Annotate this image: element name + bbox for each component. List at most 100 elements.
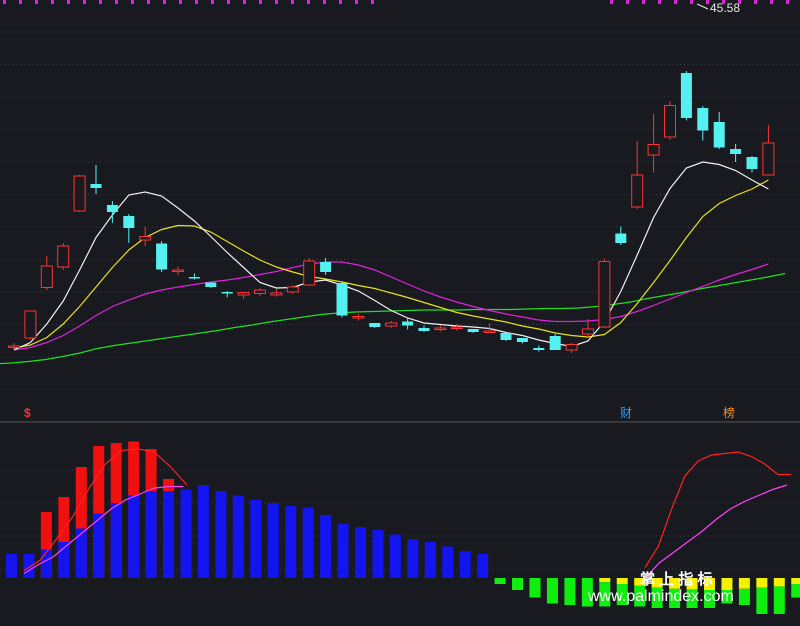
indicator-bar-base (145, 491, 157, 578)
indicator-bar (634, 585, 646, 607)
ma-line-white (13, 161, 769, 351)
top-marker-dot (115, 0, 118, 4)
candle-body-down (205, 282, 217, 287)
top-marker-dot (51, 0, 54, 4)
event-marker-finance: 财 (620, 406, 632, 420)
indicator-bar (459, 551, 471, 578)
candle-body-down (90, 184, 102, 188)
indicator-bar (616, 584, 628, 605)
top-marker-dot (259, 0, 262, 4)
candle-body-up (762, 142, 775, 176)
candle-body-down (680, 73, 692, 118)
indicator-bar (494, 578, 506, 584)
indicator-bar (302, 507, 314, 578)
top-marker-dot (658, 0, 661, 4)
candle-body-down (516, 338, 528, 342)
top-marker-dot (131, 0, 134, 4)
indicator-bar-base (180, 489, 192, 578)
watermark-text: 掌 上 指 标 (640, 570, 713, 588)
candle-body-down (156, 243, 168, 270)
candle-body-down (369, 323, 381, 327)
candle-body-down (746, 157, 758, 169)
candlesticks (8, 3, 775, 353)
ma-line-green (0, 272, 786, 365)
candle-body-up (631, 174, 644, 208)
candle-body-down (336, 283, 348, 316)
indicator-bar-yellow (791, 578, 800, 584)
indicator-bar (756, 587, 768, 614)
candle-body-up (483, 330, 496, 333)
candle-body-down (106, 205, 118, 212)
top-marker-dot (786, 0, 789, 4)
candle-body-up (254, 289, 266, 294)
candle-body-up (598, 261, 611, 328)
top-marker-dot (610, 0, 613, 4)
top-marker-dot (770, 0, 773, 4)
indicator-bar (40, 512, 52, 578)
top-marker-dot (99, 0, 102, 4)
top-marker-dot (227, 0, 230, 4)
candle-body-down (500, 333, 512, 340)
indicator-bar (546, 578, 558, 604)
top-marker-dot (674, 0, 677, 4)
indicator-bar-yellow (634, 578, 646, 586)
ma-line-yellow (13, 179, 769, 349)
indicator-bar (599, 582, 611, 607)
candle-body-up (352, 316, 365, 319)
top-marker-dot (275, 0, 278, 4)
candle-body-down (697, 108, 709, 131)
indicator-bar (337, 524, 349, 578)
indicator-bar (285, 506, 297, 578)
indicator-bar-base (58, 542, 70, 578)
candle-body-up (139, 236, 152, 241)
candle-body-up (303, 260, 316, 286)
indicator-bar (93, 446, 105, 578)
indicator-bar (442, 546, 454, 578)
indicator-bar-yellow (669, 578, 681, 589)
indicator-bar (75, 467, 87, 578)
candle-body-up (8, 345, 20, 348)
top-marker-dot (19, 0, 22, 4)
candle-body-down (188, 277, 200, 279)
max-price-pointer (696, 3, 709, 10)
candle-body-up (286, 286, 299, 293)
watermark-url: www.palmindex.com (587, 588, 734, 605)
indicator-bar-yellow (616, 578, 628, 584)
candle-body-down (615, 233, 627, 243)
candle-body-up (270, 292, 283, 296)
indicator-bar-yellow (721, 578, 733, 590)
indicator-bar (320, 515, 332, 578)
candle-body-down (402, 321, 414, 326)
indicator-bar (407, 539, 419, 578)
candle-body-down (418, 328, 430, 331)
top-marker-dot (339, 0, 342, 4)
candle-body-down (320, 262, 332, 272)
indicator-bar (58, 497, 70, 578)
indicator-bar-base (75, 528, 87, 578)
indicator-bar-yellow (704, 578, 715, 590)
indicator-bar-yellow (599, 578, 611, 583)
candle-body-up (647, 144, 660, 156)
indicator-bar (6, 554, 17, 578)
top-markers (3, 0, 789, 4)
top-marker-dot (243, 0, 246, 4)
event-marker-rank: 榜 (723, 405, 735, 420)
indicator-bar-base (163, 491, 175, 578)
top-marker-dot (706, 0, 709, 4)
top-marker-dot (3, 0, 6, 4)
indicator-bar (686, 589, 698, 608)
top-marker-dot (642, 0, 645, 4)
candle-body-down (533, 348, 545, 350)
indicator-bar (738, 588, 750, 605)
indicator-bar-base (110, 503, 122, 578)
indicator-bar (669, 588, 681, 608)
indicator-bar (564, 578, 576, 605)
indicator-bar (704, 590, 715, 608)
top-marker-dot (355, 0, 358, 4)
indicator-bar (232, 495, 244, 578)
chart-labels: 45.58 $ 财 榜 (24, 1, 740, 420)
candle-body-up (385, 322, 398, 327)
indicator-bar (250, 500, 262, 578)
candle-body-up (172, 269, 184, 272)
